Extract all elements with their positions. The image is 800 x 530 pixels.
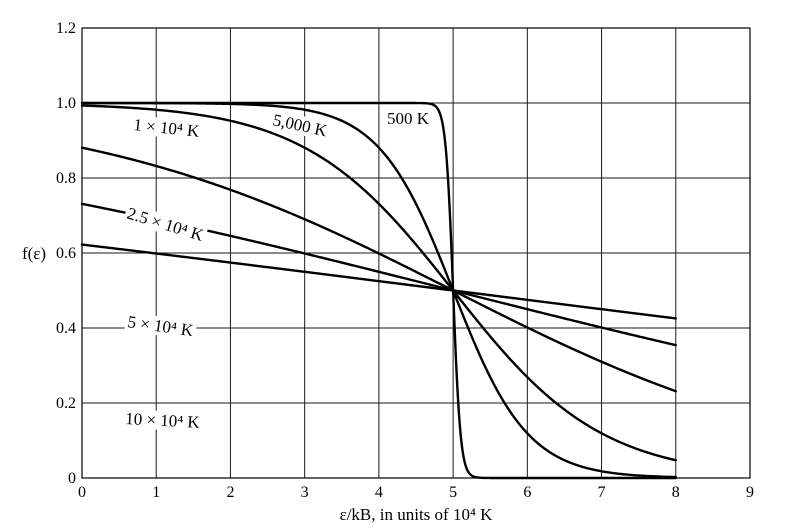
y-tick-label: 0.2 (56, 395, 76, 412)
y-tick-label: 0.8 (56, 170, 76, 187)
curve-label: 1 × 10⁴ K (133, 115, 201, 141)
curve-label: 2.5 × 10⁴ K (125, 204, 207, 245)
series-curve (80, 146, 677, 393)
x-tick-label: 6 (523, 484, 531, 501)
curve-label-background (130, 114, 203, 142)
curve-label-group: 500 K (385, 109, 432, 128)
grid-lines (81, 27, 751, 479)
curve-label-background (269, 109, 332, 141)
curve-label-background (122, 203, 209, 246)
y-tick-label: 0.6 (56, 245, 76, 262)
y-tick-label: 0 (68, 470, 76, 487)
curve-label-group: 1 × 10⁴ K (130, 114, 203, 142)
series-curve (80, 104, 677, 462)
curve-label-group: 5 × 10⁴ K (124, 311, 198, 341)
curve-label-background (124, 311, 198, 341)
y-tick-label: 1.0 (56, 95, 76, 112)
curve-label: 10 × 10⁴ K (125, 409, 201, 432)
x-tick-label: 4 (375, 484, 383, 501)
curve-label-group: 10 × 10⁴ K (122, 408, 203, 433)
y-axis-label: f(ε) (22, 244, 46, 263)
x-tick-label: 0 (78, 484, 86, 501)
curves (80, 101, 677, 480)
x-axis-label: ε/kB, in units of 10⁴ K (340, 505, 494, 524)
x-tick-label: 1 (152, 484, 160, 501)
plot-frame (81, 27, 751, 479)
y-tick-label: 1.2 (56, 20, 76, 37)
curve-label-background (385, 109, 432, 128)
curve-labels: 500 K5,000 K1 × 10⁴ K2.5 × 10⁴ K5 × 10⁴ … (122, 109, 432, 433)
x-tick-label: 3 (301, 484, 309, 501)
tick-labels: 0 1 2 3 4 5 6 7 8 9 0 0.2 0.4 0.6 0.8 1.0 1.2 (56, 20, 754, 501)
curve-label-background (122, 408, 203, 433)
x-tick-label: 9 (746, 484, 754, 501)
x-tick-label: 5 (449, 484, 457, 501)
y-tick-label: 0.4 (56, 320, 76, 337)
x-tick-label: 7 (598, 484, 606, 501)
curve-label: 5 × 10⁴ K (126, 312, 195, 340)
curve-label-group: 2.5 × 10⁴ K (122, 203, 209, 246)
curve-label: 500 K (387, 109, 430, 128)
x-tick-label: 8 (672, 484, 680, 501)
x-tick-label: 2 (226, 484, 234, 501)
series-curve (80, 243, 677, 320)
series-curve (80, 101, 677, 479)
